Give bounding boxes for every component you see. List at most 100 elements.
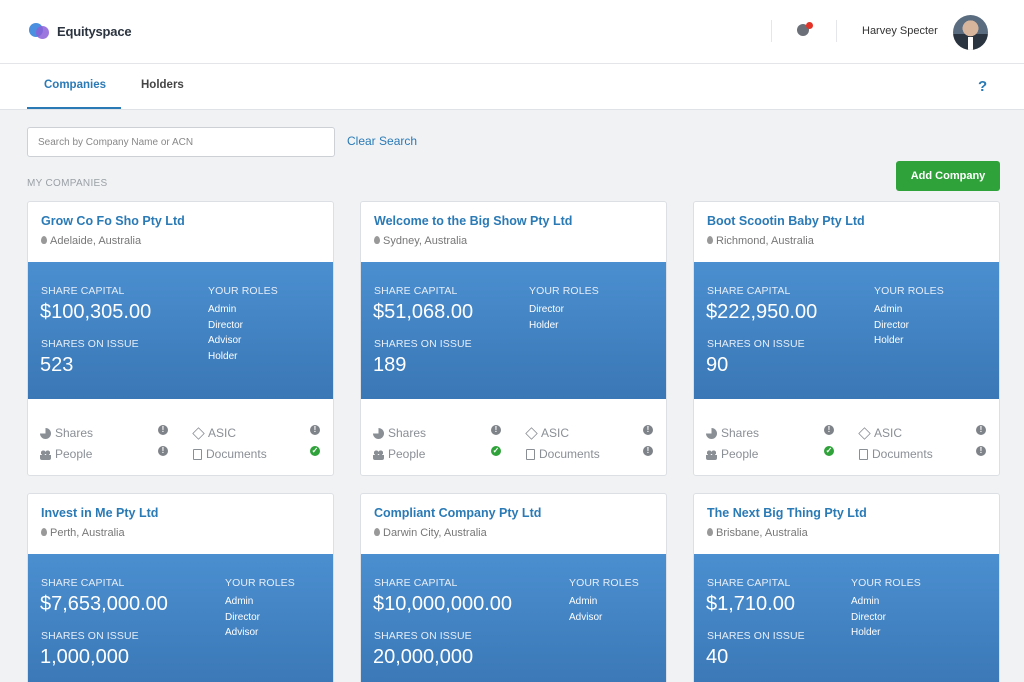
- shares-link[interactable]: Shares: [40, 426, 93, 440]
- warning-icon: !: [158, 446, 168, 456]
- warning-icon: !: [976, 425, 986, 435]
- shares-label: Shares: [388, 426, 427, 440]
- people-link[interactable]: People: [40, 447, 92, 461]
- people-icon: [373, 448, 384, 460]
- warning-icon: !: [643, 425, 653, 435]
- tab-holders[interactable]: Holders: [141, 79, 184, 91]
- company-card[interactable]: Invest in Me Pty Ltd Perth, Australia SH…: [27, 493, 334, 682]
- roles-list: Admin Director Holder: [874, 302, 909, 349]
- company-card[interactable]: Welcome to the Big Show Pty Ltd Sydney, …: [360, 201, 667, 476]
- card-header: Boot Scootin Baby Pty Ltd Richmond, Aust…: [694, 202, 999, 262]
- people-link[interactable]: People: [373, 447, 425, 461]
- share-capital-label: SHARE CAPITAL: [41, 577, 125, 589]
- clear-search-link[interactable]: Clear Search: [347, 134, 418, 148]
- company-name-link[interactable]: Grow Co Fo Sho Pty Ltd: [41, 214, 185, 228]
- company-name-link[interactable]: Invest in Me Pty Ltd: [41, 506, 159, 520]
- shares-label: Shares: [55, 426, 94, 440]
- app-logo[interactable]: Equityspace: [29, 22, 132, 40]
- document-icon: [193, 448, 202, 460]
- warning-icon: !: [976, 446, 986, 456]
- company-location: Adelaide, Australia: [41, 235, 141, 247]
- company-location: Brisbane, Australia: [707, 527, 808, 539]
- documents-link[interactable]: Documents: [526, 447, 600, 461]
- asic-label: ASIC: [874, 426, 903, 440]
- asic-label: ASIC: [208, 426, 237, 440]
- company-location: Perth, Australia: [41, 527, 125, 539]
- role-item: Admin: [569, 596, 598, 607]
- shares-link[interactable]: Shares: [373, 426, 426, 440]
- company-name-link[interactable]: Boot Scootin Baby Pty Ltd: [707, 214, 865, 228]
- role-item: Admin: [208, 304, 237, 315]
- map-pin-icon: [41, 528, 47, 536]
- company-card[interactable]: Grow Co Fo Sho Pty Ltd Adelaide, Austral…: [27, 201, 334, 476]
- share-capital-value: $222,950.00: [706, 301, 818, 323]
- location-text: Sydney, Australia: [383, 235, 468, 247]
- shares-label: Shares: [721, 426, 760, 440]
- role-item: Director: [208, 319, 244, 331]
- share-capital-label: SHARE CAPITAL: [374, 285, 458, 297]
- location-text: Brisbane, Australia: [716, 527, 808, 539]
- help-icon[interactable]: ?: [978, 78, 988, 95]
- cube-icon: [525, 426, 538, 440]
- map-pin-icon: [707, 528, 713, 536]
- company-name-link[interactable]: Compliant Company Pty Ltd: [374, 506, 542, 520]
- tab-companies[interactable]: Companies: [44, 79, 106, 91]
- asic-label: ASIC: [541, 426, 570, 440]
- search-input[interactable]: [27, 127, 335, 157]
- logo-icon: [29, 22, 51, 40]
- documents-link[interactable]: Documents: [859, 447, 933, 461]
- notification-dot: [806, 22, 813, 29]
- people-link[interactable]: People: [706, 447, 758, 461]
- share-capital-value: $7,653,000.00: [40, 593, 168, 615]
- company-name-link[interactable]: The Next Big Thing Pty Ltd: [707, 506, 867, 520]
- app-name: Equityspace: [57, 23, 132, 39]
- location-text: Darwin City, Australia: [383, 527, 487, 539]
- active-tab-indicator: [27, 107, 121, 109]
- avatar[interactable]: [953, 15, 988, 50]
- role-item: Holder: [851, 627, 881, 638]
- asic-link[interactable]: ASIC: [525, 426, 570, 440]
- card-footer: Shares ! ASIC ! People ✓ Documents !: [694, 399, 999, 475]
- share-capital-label: SHARE CAPITAL: [374, 577, 458, 589]
- role-item: Director: [874, 319, 910, 331]
- role-item: Holder: [874, 335, 904, 346]
- role-item: Advisor: [208, 335, 242, 346]
- add-company-button[interactable]: Add Company: [896, 161, 1000, 191]
- shares-on-issue-value: 523: [40, 354, 74, 376]
- user-name[interactable]: Harvey Specter: [862, 25, 938, 37]
- shares-link[interactable]: Shares: [706, 426, 759, 440]
- company-card[interactable]: The Next Big Thing Pty Ltd Brisbane, Aus…: [693, 493, 1000, 682]
- map-pin-icon: [41, 236, 47, 244]
- shares-on-issue-label: SHARES ON ISSUE: [41, 338, 139, 350]
- roles-list: Admin Director Advisor Holder: [208, 302, 243, 364]
- company-card[interactable]: Compliant Company Pty Ltd Darwin City, A…: [360, 493, 667, 682]
- roles-list: Admin Director Advisor: [225, 594, 260, 641]
- asic-link[interactable]: ASIC: [192, 426, 237, 440]
- check-icon: ✓: [310, 446, 320, 456]
- warning-icon: !: [824, 425, 834, 435]
- documents-link[interactable]: Documents: [193, 447, 267, 461]
- pie-chart-icon: [373, 427, 384, 439]
- role-item: Holder: [208, 350, 238, 362]
- your-roles-label: YOUR ROLES: [874, 285, 944, 297]
- role-item: Advisor: [569, 611, 603, 623]
- shares-on-issue-value: 189: [373, 354, 407, 376]
- card-summary: SHARE CAPITAL $100,305.00 SHARES ON ISSU…: [28, 262, 333, 399]
- roles-list: Admin Director Holder: [851, 594, 886, 641]
- role-item: Advisor: [225, 627, 259, 638]
- card-summary: SHARE CAPITAL $1,710.00 SHARES ON ISSUE …: [694, 554, 999, 682]
- warning-icon: !: [643, 446, 653, 456]
- company-card[interactable]: Boot Scootin Baby Pty Ltd Richmond, Aust…: [693, 201, 1000, 476]
- location-text: Perth, Australia: [50, 527, 125, 539]
- role-item: Director: [851, 611, 887, 623]
- role-item: Admin: [874, 304, 903, 315]
- asic-link[interactable]: ASIC: [858, 426, 903, 440]
- check-icon: ✓: [824, 446, 834, 456]
- company-name-link[interactable]: Welcome to the Big Show Pty Ltd: [374, 214, 573, 228]
- shares-on-issue-label: SHARES ON ISSUE: [707, 338, 805, 350]
- your-roles-label: YOUR ROLES: [225, 577, 295, 589]
- role-item: Admin: [851, 596, 880, 607]
- pie-chart-icon: [40, 427, 51, 439]
- people-icon: [706, 448, 717, 460]
- shares-on-issue-label: SHARES ON ISSUE: [374, 338, 472, 350]
